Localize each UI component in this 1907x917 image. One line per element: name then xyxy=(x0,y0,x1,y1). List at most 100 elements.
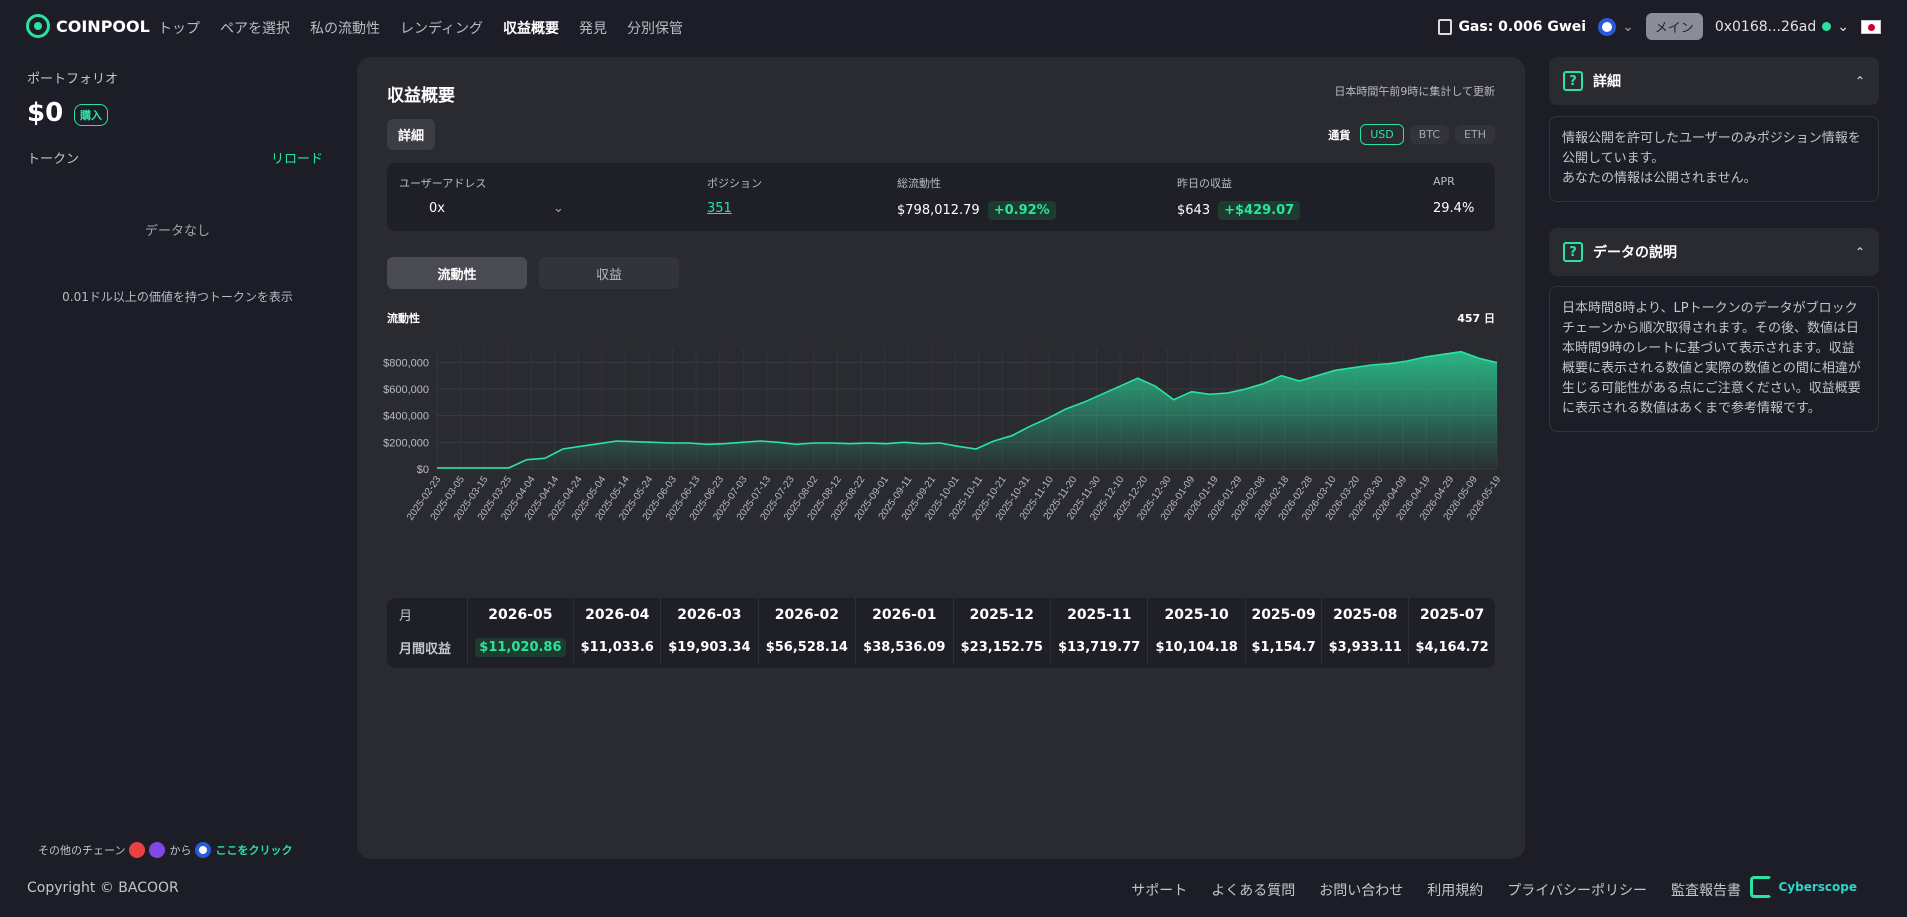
y-tick-label: $400,000 xyxy=(383,411,429,423)
portfolio-label: ポートフォリオ xyxy=(27,72,119,87)
tab-earnings[interactable]: 収益 xyxy=(539,257,679,289)
total-liquidity-label: 総流動性 xyxy=(897,177,941,190)
nav-earnings-overview[interactable]: 収益概要 xyxy=(503,21,560,37)
chevron-down-icon: ⌄ xyxy=(1837,18,1849,35)
month-row-label: 月 xyxy=(399,609,413,624)
portfolio-amount: $0 xyxy=(27,98,64,128)
wallet-address: 0x0168...26ad xyxy=(1714,18,1817,35)
token-label: トークン xyxy=(27,152,80,167)
data-description-card-header[interactable]: ? データの説明 ⌃ xyxy=(1549,228,1879,276)
ethereum-chain-icon xyxy=(1598,17,1617,36)
question-icon: ? xyxy=(1563,71,1583,91)
online-status-icon xyxy=(1822,22,1832,31)
chart-tabs: 流動性 収益 xyxy=(387,257,679,289)
main-nav: トップ ペアを選択 私の流動性 レンディング 収益概要 発見 分別保管 xyxy=(158,18,703,38)
position-label: ポジション xyxy=(707,177,762,190)
footer-terms[interactable]: 利用規約 xyxy=(1427,883,1484,899)
month-cell: 2025-07 xyxy=(1408,598,1495,631)
detail-card-header[interactable]: ? 詳細 ⌃ xyxy=(1549,57,1879,105)
token-filter-note: 0.01ドル以上の価値を持つトークンを表示 xyxy=(62,290,293,304)
monthly-earnings-value: $1,154.7 xyxy=(1251,640,1316,655)
footer-links: サポート よくある質問 お問い合わせ 利用規約 プライバシーポリシー 監査報告書 xyxy=(1131,880,1741,900)
ethereum-icon xyxy=(195,842,212,858)
monthly-earnings-value: $23,152.75 xyxy=(960,640,1043,655)
month-cell: 2026-03 xyxy=(660,598,759,631)
nav-discover[interactable]: 発見 xyxy=(579,21,608,37)
monthly-earnings-row: 月間収益 $11,020.86 $11,033.6 $19,903.34 $56,52… xyxy=(387,631,1495,664)
avalanche-icon xyxy=(129,842,146,858)
monthly-earnings-cell: $23,152.75 xyxy=(952,631,1051,664)
coinpool-logo-icon xyxy=(26,14,50,38)
monthly-earnings-value: $11,020.86 xyxy=(475,638,566,657)
month-cell: 2026-01 xyxy=(855,598,954,631)
other-chain-prefix: その他のチェーン xyxy=(38,844,126,857)
monthly-earnings-cell: $11,020.86 xyxy=(466,631,574,664)
monthly-earnings-value: $3,933.11 xyxy=(1328,640,1402,655)
currency-usd[interactable]: USD xyxy=(1360,124,1404,145)
cyberscope-badge[interactable]: Cyberscope xyxy=(1750,876,1857,898)
currency-selector: 通貨 USD BTC ETH xyxy=(1328,124,1495,145)
nav-custody[interactable]: 分別保管 xyxy=(627,21,684,37)
earnings-panel: 収益概要 日本時間午前9時に集計して更新 詳細 通貨 USD BTC ETH ユ… xyxy=(357,57,1525,859)
yesterday-earnings-change: +$429.07 xyxy=(1218,201,1301,220)
month-cell: 2025-10 xyxy=(1147,598,1246,631)
yesterday-earnings: $643 +$429.07 xyxy=(1177,201,1301,220)
cyberscope-text: Cyberscope xyxy=(1778,880,1857,894)
chevron-down-icon: ⌄ xyxy=(552,201,564,216)
nav-my-liquidity[interactable]: 私の流動性 xyxy=(310,21,380,37)
chevron-up-icon: ⌃ xyxy=(1854,245,1865,259)
user-address-select[interactable]: 0x ⌄ xyxy=(429,201,564,216)
monthly-earnings-value: $10,104.18 xyxy=(1155,640,1238,655)
position-link[interactable]: 351 xyxy=(707,201,732,216)
y-tick-label: $800,000 xyxy=(383,357,429,369)
total-liquidity-value: $798,012.79 xyxy=(897,203,980,218)
currency-btc[interactable]: BTC xyxy=(1409,125,1450,144)
nav-lending[interactable]: レンディング xyxy=(400,21,484,37)
footer-audit[interactable]: 監査報告書 xyxy=(1671,883,1741,899)
month-cell: 2026-04 xyxy=(573,598,661,631)
month-cell: 2025-11 xyxy=(1049,598,1148,631)
copyright: Copyright © BACOOR xyxy=(27,880,179,896)
other-chain-notice: その他のチェーン から ここをクリック xyxy=(38,842,292,858)
detail-card-line1: 情報公開を許可したユーザーのみポジション情報を公開しています。 xyxy=(1562,131,1861,166)
detail-tab[interactable]: 詳細 xyxy=(387,119,436,150)
footer-privacy[interactable]: プライバシーポリシー xyxy=(1507,883,1647,899)
apr-label: APR xyxy=(1433,175,1455,188)
detail-card-line2: あなたの情報は公開されません。 xyxy=(1562,171,1757,186)
nav-select-pair[interactable]: ペアを選択 xyxy=(220,21,290,37)
page-title: 収益概要 xyxy=(387,86,455,106)
no-data-text: データなし xyxy=(144,224,210,239)
stats-bar: ユーザーアドレス 0x ⌄ ポジション 351 総流動性 $798,012.79… xyxy=(387,163,1495,231)
month-cell: 2025-12 xyxy=(952,598,1051,631)
chart-title: 流動性 xyxy=(387,312,420,325)
chart-days: 457 日 xyxy=(1457,312,1495,325)
gas-indicator: Gas: 0.006 Gwei xyxy=(1438,18,1586,35)
logo[interactable]: COINPOOL xyxy=(26,14,150,38)
month-cell: 2025-09 xyxy=(1244,598,1322,631)
network-button[interactable]: メイン xyxy=(1645,13,1703,40)
liquidity-area xyxy=(437,351,1497,469)
total-liquidity-change: +0.92% xyxy=(987,201,1056,220)
japan-flag-icon[interactable] xyxy=(1861,19,1881,34)
buy-button[interactable]: 購入 xyxy=(74,104,108,126)
click-here-link[interactable]: ここをクリック xyxy=(215,844,293,857)
footer-support[interactable]: サポート xyxy=(1131,883,1188,899)
monthly-earnings-cell: $11,033.6 xyxy=(573,631,661,664)
liquidity-chart[interactable]: $0$200,000$400,000$600,000$800,000 2025-… xyxy=(377,337,1507,577)
wallet-button[interactable]: 0x0168...26ad ⌄ xyxy=(1715,19,1849,35)
data-description-title: データの説明 xyxy=(1593,245,1677,261)
footer-faq[interactable]: よくある質問 xyxy=(1211,883,1296,899)
detail-card-title: 詳細 xyxy=(1593,74,1621,90)
currency-eth[interactable]: ETH xyxy=(1455,125,1495,144)
month-row: 月 2026-05 2026-04 2026-03 2026-02 2026-01 202… xyxy=(387,598,1495,631)
footer-contact[interactable]: お問い合わせ xyxy=(1319,883,1404,899)
chain-selector[interactable]: ⌄ xyxy=(1598,17,1634,36)
other-chain-mid: から xyxy=(169,844,192,857)
monthly-earnings-value: $4,164.72 xyxy=(1415,640,1489,655)
month-cell: 2026-05 xyxy=(466,598,574,631)
monthly-earnings-value: $13,719.77 xyxy=(1058,640,1141,655)
tab-liquidity[interactable]: 流動性 xyxy=(387,257,527,289)
reload-button[interactable]: リロード xyxy=(271,152,324,167)
nav-top[interactable]: トップ xyxy=(158,21,200,37)
month-cell: 2026-02 xyxy=(757,598,856,631)
